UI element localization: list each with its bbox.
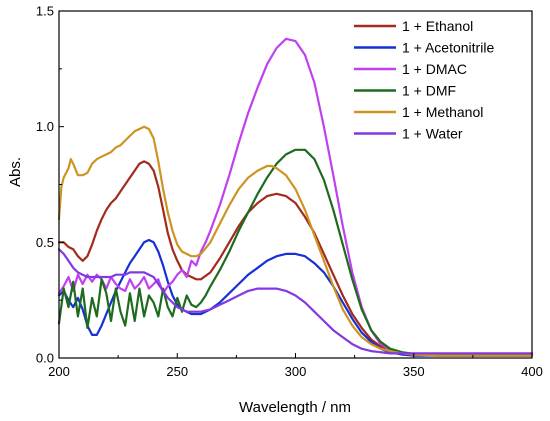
legend-label-3: 1 + DMF [402, 83, 456, 99]
series-line-4 [57, 125, 534, 357]
series-line-0 [57, 160, 534, 357]
legend-label-2: 1 + DMAC [402, 61, 467, 77]
x-tick-label: 200 [48, 364, 70, 379]
x-axis-label: Wavelength / nm [239, 399, 351, 416]
legend-label-5: 1 + Water [402, 126, 463, 142]
x-tick-label: 250 [166, 364, 188, 379]
legend: 1 + Ethanol 1 + Acetonitrile 1 + DMAC 1 + D… [354, 18, 494, 142]
y-tick-label: 1.5 [36, 4, 54, 19]
y-axis-label: Abs. [7, 157, 24, 187]
y-tick-label: 0.0 [36, 351, 54, 366]
x-tick-label: 350 [403, 364, 425, 379]
series-line-1 [57, 238, 534, 357]
series-layer [57, 37, 534, 357]
x-axis-ticks: 200 250 300 350 400 [48, 353, 543, 379]
legend-label-0: 1 + Ethanol [402, 18, 473, 34]
y-tick-label: 0.5 [36, 235, 54, 250]
series-line-5 [57, 248, 534, 355]
x-tick-label: 300 [285, 364, 307, 379]
series-line-3 [57, 148, 534, 356]
legend-label-1: 1 + Acetonitrile [402, 40, 494, 56]
y-tick-label: 1.0 [36, 119, 54, 134]
legend-label-4: 1 + Methanol [402, 104, 483, 120]
y-axis-ticks: 0.0 0.5 1.0 1.5 [36, 4, 64, 366]
x-tick-label: 400 [521, 364, 543, 379]
